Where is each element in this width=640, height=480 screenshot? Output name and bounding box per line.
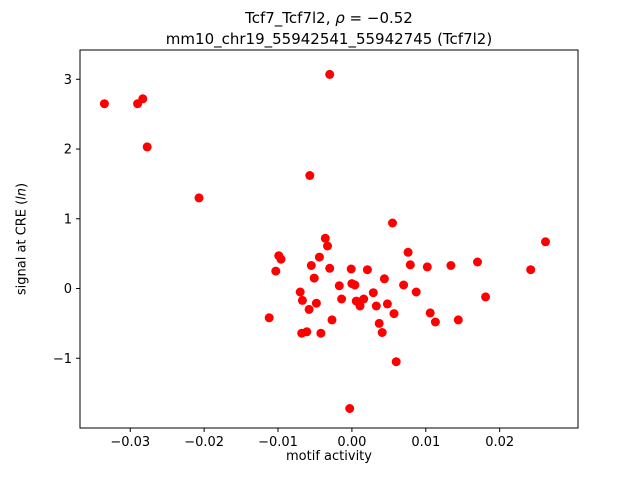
- scatter-point: [388, 218, 397, 228]
- scatter-point: [379, 274, 389, 284]
- y-axis-label-close: ): [14, 182, 30, 188]
- x-tick-label: 0.02: [485, 435, 514, 450]
- scatter-point: [194, 193, 204, 203]
- scatter-point: [334, 281, 344, 291]
- scatter-point: [264, 313, 274, 323]
- x-tick-label: −0.02: [184, 435, 224, 450]
- x-tick-label: 0.00: [337, 435, 366, 450]
- scatter-point: [382, 299, 392, 309]
- y-axis-label-italic: ln: [14, 187, 30, 200]
- scatter-point: [297, 295, 307, 305]
- scatter-point: [362, 265, 372, 275]
- scatter-point: [350, 280, 360, 290]
- axes-frame: [79, 49, 579, 429]
- scatter-point: [142, 142, 152, 152]
- scatter-point: [302, 327, 312, 337]
- chart-title-line1: Tcf7_Tcf7l2, ρ = −0.52: [80, 8, 578, 29]
- x-axis-label: motif activity: [286, 449, 372, 464]
- scatter-point: [304, 304, 314, 314]
- x-tick-label: −0.03: [110, 435, 150, 450]
- scatter-point: [99, 99, 109, 109]
- scatter-point: [371, 301, 381, 311]
- chart-title: Tcf7_Tcf7l2, ρ = −0.52 mm10_chr19_559425…: [80, 8, 578, 50]
- scatter-point: [391, 357, 401, 367]
- scatter-point: [526, 265, 536, 275]
- scatter-point: [430, 317, 440, 327]
- x-tick-label: 0.01: [411, 435, 440, 450]
- scatter-point: [399, 280, 409, 290]
- y-axis-label: signal at CRE (ln): [15, 183, 30, 295]
- scatter-point: [309, 273, 319, 283]
- scatter-point: [306, 261, 316, 270]
- scatter-point: [359, 294, 369, 304]
- scatter-point: [405, 260, 415, 270]
- scatter-point: [355, 301, 365, 311]
- scatter-point: [481, 292, 491, 302]
- x-tick-label: −0.01: [258, 435, 298, 450]
- y-tick-label: 1: [64, 212, 72, 227]
- title-correlation-value: = −0.52: [344, 9, 413, 27]
- scatter-point: [327, 315, 337, 325]
- scatter-point: [453, 315, 463, 325]
- scatter-point: [541, 237, 550, 247]
- scatter-point: [323, 241, 332, 251]
- y-tick-label: 3: [64, 73, 72, 88]
- y-axis-label-text: signal at CRE (: [14, 199, 30, 296]
- title-rho-symbol: ρ: [335, 9, 345, 27]
- scatter-point: [295, 287, 305, 297]
- y-tick-label: −1: [53, 352, 72, 367]
- scatter-point: [403, 247, 413, 257]
- scatter-point: [337, 294, 347, 304]
- scatter-point: [368, 288, 378, 298]
- scatter-point: [276, 254, 286, 264]
- scatter-point: [325, 69, 335, 79]
- scatter-point: [473, 257, 482, 267]
- scatter-point: [314, 252, 324, 262]
- scatter-point: [377, 328, 387, 337]
- y-tick-label: 0: [64, 282, 72, 297]
- scatter-point: [446, 261, 456, 270]
- scatter-point: [345, 404, 355, 413]
- scatter-point: [325, 263, 335, 273]
- scatter-point: [138, 94, 148, 104]
- scatter-point: [422, 262, 432, 272]
- scatter-point: [425, 308, 435, 318]
- scatter-point: [311, 298, 321, 308]
- scatter-point: [346, 264, 356, 274]
- scatter-point: [271, 266, 281, 276]
- scatter-point: [305, 171, 315, 180]
- chart-title-line2: mm10_chr19_55942541_55942745 (Tcf7l2): [165, 30, 493, 48]
- scatter-point: [320, 233, 330, 243]
- y-tick-label: 2: [64, 143, 72, 158]
- scatter-point: [411, 287, 421, 297]
- scatter-point: [316, 328, 326, 338]
- title-text: Tcf7_Tcf7l2,: [245, 9, 336, 27]
- scatter-point: [374, 318, 384, 328]
- scatter-point: [389, 309, 399, 319]
